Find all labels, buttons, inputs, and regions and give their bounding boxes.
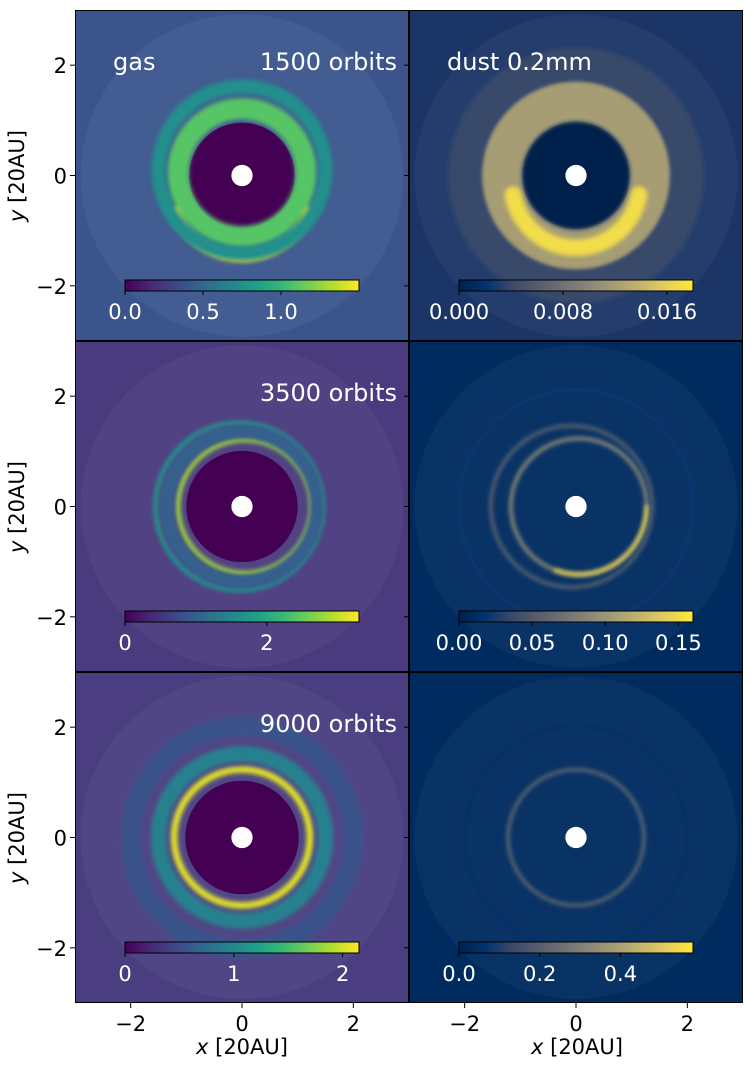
central-hole (231, 826, 253, 849)
y-tick-label: 2 (54, 385, 67, 409)
colorbar-tick-label: 0.000 (429, 300, 489, 324)
colorbar-tick-label: 0.008 (533, 300, 593, 324)
colorbar-tick-label: 0.2 (523, 962, 556, 986)
y-axis-unit: [20AU] (5, 792, 29, 872)
colorbar-tick-label: 0 (118, 962, 131, 986)
density-ring-arc (553, 504, 649, 577)
colorbar-tick-label: 0.0 (108, 300, 141, 324)
density-ring (457, 387, 695, 626)
central-hole (565, 164, 587, 187)
time-label: 3500 orbits (260, 379, 397, 407)
x-tick-label: −2 (115, 1012, 146, 1036)
panel-label: gas (113, 48, 155, 76)
colorbar-tick-label: 2 (260, 631, 273, 655)
y-tick-label: −2 (36, 937, 67, 961)
y-tick-label: −2 (36, 606, 67, 630)
colorbar-tick-label: 0.00 (436, 631, 483, 655)
panel-dust-9000: 0.0 0.2 0.4 (409, 672, 743, 1003)
panel-frame (409, 10, 743, 341)
density-ring (429, 360, 723, 653)
central-hole (565, 826, 587, 849)
central-hole (231, 164, 253, 187)
x-tick-label: 0 (235, 1012, 248, 1036)
central-hole (565, 495, 587, 518)
x-axis-unit: [20AU] (208, 1035, 288, 1059)
y-axis-unit: [20AU] (5, 461, 29, 541)
y-axis-var: y (5, 209, 29, 223)
y-axis-var: y (5, 540, 29, 554)
x-tick-label: 2 (681, 1012, 694, 1036)
colorbar-tick-label: 0.15 (655, 631, 702, 655)
y-tick-label: −2 (36, 275, 67, 299)
axes: −2 0 2 −2 0 2 −2 −2 0 0 2 2 −2 0 2 (36, 54, 694, 1036)
central-hole (231, 495, 253, 518)
panel-frame (409, 341, 743, 672)
colorbar-tick-label: 0 (118, 631, 131, 655)
colorbar-tick-label: 0.0 (442, 962, 475, 986)
density-ring (151, 79, 333, 261)
x-tick-label: 0 (569, 1012, 582, 1036)
panel-frame (409, 672, 743, 1003)
colorbar-tick-label: 0.5 (186, 300, 219, 324)
density-ring (150, 746, 334, 929)
colorbar-tick-label: 0.016 (637, 300, 697, 324)
y-axis-label-row1: y [20AU] (5, 130, 29, 223)
density-ring (491, 752, 661, 923)
y-axis-unit: [20AU] (5, 130, 29, 210)
y-tick-label: 0 (54, 165, 67, 189)
density-ring (489, 424, 654, 589)
x-axis-label-left: x [20AU] (195, 1035, 288, 1059)
colorbar-tick-label: 0.05 (509, 631, 556, 655)
y-tick-label: 2 (54, 716, 67, 740)
x-axis-var: x (195, 1035, 209, 1059)
x-tick-label: −2 (449, 1012, 480, 1036)
time-label: 9000 orbits (260, 710, 397, 738)
time-label: 1500 orbits (260, 48, 397, 76)
colorbar-tick-label: 2 (336, 962, 349, 986)
density-ring-arc (504, 186, 648, 257)
x-axis-var: x (530, 1035, 544, 1059)
density-ring (170, 766, 314, 909)
y-tick-label: 0 (54, 827, 67, 851)
colorbar-tick-label: 0.4 (604, 962, 637, 986)
density-ring (167, 98, 317, 248)
colorbar-tick-label: 1 (227, 962, 240, 986)
axis-labels: y [20AU] y [20AU] y [20AU] x [20AU] x [2… (5, 130, 623, 1059)
panel-dust-1500: dust 0.2mm 0.000 0.008 0.016 (409, 10, 743, 341)
y-tick-label: 2 (54, 54, 67, 78)
y-axis-var: y (5, 871, 29, 885)
density-ring (159, 424, 325, 589)
panel-gas-9000: 9000 orbits 0 1 2 (75, 672, 409, 1003)
colorbar (124, 941, 360, 954)
colorbar (458, 610, 694, 623)
y-axis-label-row2: y [20AU] (5, 461, 29, 554)
colorbar (124, 610, 360, 623)
colorbar (458, 279, 694, 292)
y-axis-label-row3: y [20AU] (5, 792, 29, 885)
x-axis-unit: [20AU] (543, 1035, 623, 1059)
panel-gas-1500: gas 1500 orbits 0.0 0.5 1.0 (75, 10, 409, 341)
x-tick-label: 2 (347, 1012, 360, 1036)
density-ring (506, 768, 646, 907)
panel-label: dust 0.2mm (447, 48, 592, 76)
panel-dust-3500: 0.00 0.05 0.10 0.15 (409, 341, 743, 672)
colorbar-tick-label: 0.10 (582, 631, 629, 655)
x-axis-label-right: x [20AU] (530, 1035, 623, 1059)
panel-gas-3500: 3500 orbits 0 2 (75, 341, 409, 672)
colorbar (458, 941, 694, 954)
colorbar (124, 279, 360, 292)
y-tick-label: 0 (54, 496, 67, 520)
colorbar-tick-label: 1.0 (264, 300, 297, 324)
